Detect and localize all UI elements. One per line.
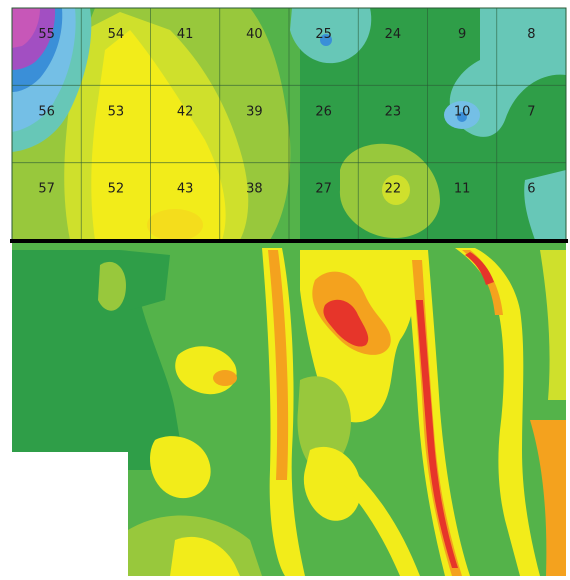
sampling-grid <box>12 8 566 240</box>
zone-yellow-west <box>91 30 226 240</box>
grid-cell-label: 27 <box>315 182 332 197</box>
zone-yellow-band-3 <box>455 248 540 576</box>
grid-cell-label: 56 <box>38 104 55 119</box>
zone-orange-band-4 <box>530 420 566 576</box>
zone-blue-north <box>320 34 332 46</box>
zone-lightgreen-patch-1 <box>98 261 126 311</box>
grid-cell-label: 54 <box>108 27 125 42</box>
zone-yellow-south-blob <box>147 209 203 240</box>
grid-cell-label: 53 <box>108 104 125 119</box>
grid-cell-label: 39 <box>246 104 263 119</box>
grid-cell-label: 9 <box>458 27 466 42</box>
zone-teal-southeast <box>524 170 566 240</box>
grid-cell-label: 42 <box>177 104 194 119</box>
lower-detailed-section <box>12 242 566 576</box>
zone-red-central <box>323 299 369 347</box>
zone-teal-east <box>449 8 566 137</box>
zone-orange-band-1 <box>268 250 289 480</box>
sampling-grid-labels: 55 54 41 40 25 24 9 8 56 53 42 39 26 23 10 7 57 52 43 38 27 2… <box>38 27 535 197</box>
grid-cell-label: 11 <box>454 182 471 197</box>
grid-cell-label: 52 <box>108 182 125 197</box>
zone-yellow-diagonal-south <box>330 462 420 576</box>
zone-red-band-2 <box>416 300 458 568</box>
grid-cell-label: 24 <box>385 27 402 42</box>
grid-cell-label: 41 <box>177 27 194 42</box>
grid-cell-label: 10 <box>454 104 471 119</box>
grid-cell-label: 22 <box>385 182 402 197</box>
zone-yellow-blob-southwest <box>150 436 211 499</box>
grid-cell-label: 6 <box>527 182 535 197</box>
zone-blue-east <box>457 112 467 122</box>
grid-cell-label: 26 <box>315 104 332 119</box>
grid-cell-label: 40 <box>246 27 263 42</box>
grid-cell-label: 25 <box>315 27 332 42</box>
grid-cell-label: 57 <box>38 182 55 197</box>
grid-cell-label: 38 <box>246 182 263 197</box>
zone-orange-blob-west <box>213 370 237 386</box>
grid-cell-label: 23 <box>385 104 402 119</box>
zone-magenta-west <box>12 8 40 48</box>
grid-cell-label: 7 <box>527 104 535 119</box>
grid-cell-label: 43 <box>177 182 194 197</box>
zone-orange-band-3 <box>462 250 503 315</box>
zone-darkgreen-northwest <box>120 250 170 310</box>
grid-cell-label: 55 <box>38 27 55 42</box>
grid-cell-label: 8 <box>527 27 535 42</box>
zone-lightgreen-central <box>297 376 351 470</box>
zone-red-band-3 <box>465 252 494 285</box>
zone-teal-northeast <box>290 8 372 64</box>
zone-darkgreen-west <box>12 250 185 470</box>
zone-yellow-south <box>170 536 240 576</box>
zone-yellow-east-edge <box>540 250 566 400</box>
zone-yellowgreen-east <box>382 175 410 205</box>
